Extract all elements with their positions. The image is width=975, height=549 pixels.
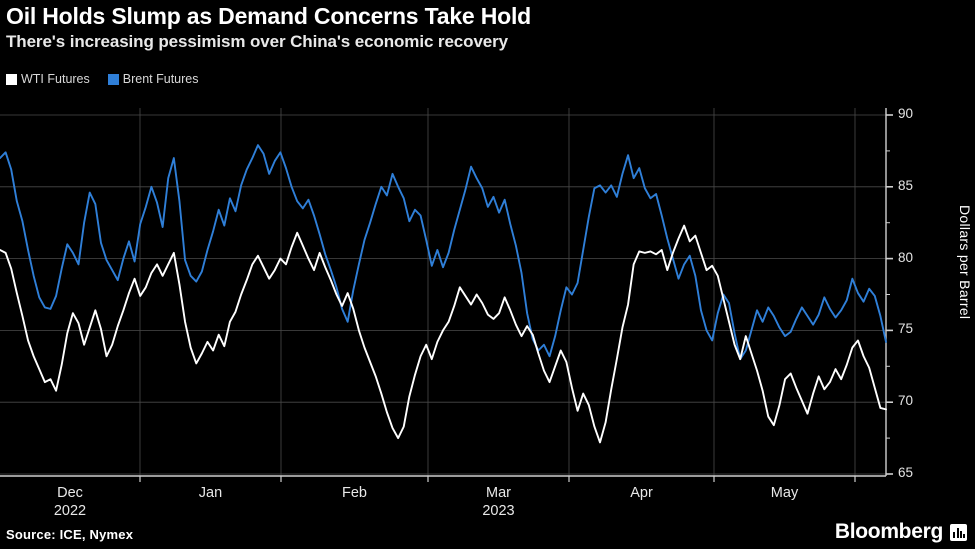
y-axis-tick-label: 75 <box>898 321 914 337</box>
brand-name: Bloomberg <box>834 520 943 543</box>
bloomberg-branding: Bloomberg <box>835 521 967 543</box>
x-axis-tick-label: Feb <box>305 484 405 502</box>
x-axis-tick-label: May <box>735 484 835 502</box>
x-axis-month: Feb <box>342 485 367 501</box>
chart-legend: WTI Futures Brent Futures <box>6 73 199 86</box>
x-axis-month: Apr <box>630 485 653 501</box>
legend-label-wti: WTI Futures <box>21 72 90 86</box>
x-axis-month: Dec <box>57 485 83 501</box>
x-axis-month: Mar <box>486 485 511 501</box>
chart-header: Oil Holds Slump as Demand Concerns Take … <box>0 0 975 53</box>
y-axis-tick-label: 80 <box>898 249 914 265</box>
x-axis-year: 2022 <box>53 503 87 519</box>
source-note: Source: ICE, Nymex <box>6 527 134 542</box>
x-axis-year: 2023 <box>482 503 515 519</box>
y-axis-tick-label: 65 <box>898 465 914 480</box>
x-axis-tick-label: Dec 2022 <box>20 484 120 520</box>
x-axis-month: Jan <box>198 485 223 501</box>
page-title: Oil Holds Slump as Demand Concerns Take … <box>6 3 531 29</box>
page-subtitle: There's increasing pessimism over China'… <box>6 32 509 51</box>
legend-item-brent: Brent Futures <box>107 72 199 86</box>
series-line-brent-futures <box>0 144 887 361</box>
legend-item-wti: WTI Futures <box>6 73 90 86</box>
bloomberg-logo-icon <box>950 523 967 541</box>
x-axis-tick-label: Jan <box>161 484 261 502</box>
y-axis-tick-label: 90 <box>898 106 914 121</box>
y-axis-title: Dollars per Barrel <box>957 205 973 320</box>
x-axis-month: May <box>770 485 799 501</box>
y-axis-tick-label: 70 <box>898 393 914 409</box>
y-axis-tick-label: 85 <box>898 177 914 193</box>
x-axis-tick-label: Apr <box>592 484 692 502</box>
legend-label-brent: Brent Futures <box>122 72 199 86</box>
plot-area <box>0 108 975 488</box>
legend-swatch-icon-wti <box>6 74 17 85</box>
series-plot <box>0 108 893 482</box>
x-axis-tick-label: Mar 2023 <box>449 484 549 520</box>
legend-swatch-icon-brent <box>107 74 119 85</box>
series-line-wti-futures <box>0 224 887 444</box>
